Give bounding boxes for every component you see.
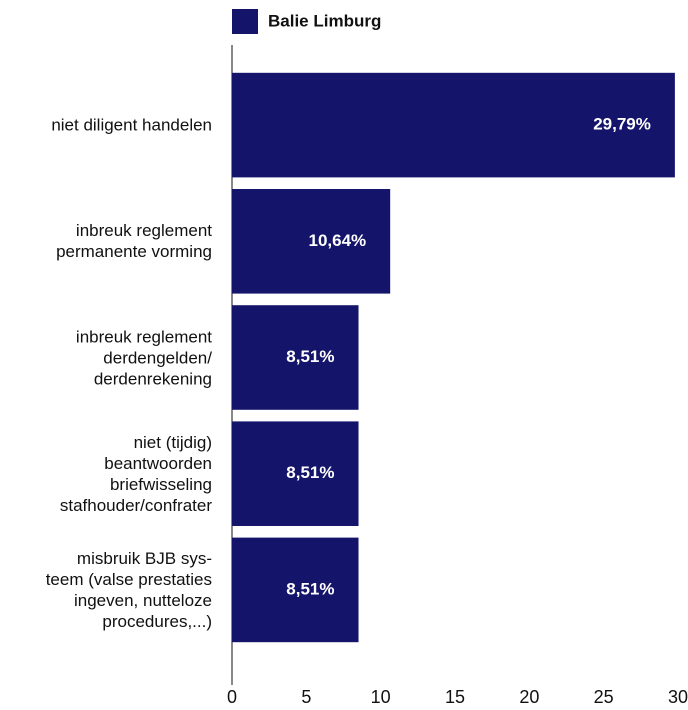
x-tick-label: 0	[227, 687, 237, 707]
value-label: 8,51%	[286, 463, 334, 482]
category-label: inbreuk reglement derdengelden/ derdenre…	[75, 327, 212, 388]
value-label: 10,64%	[309, 231, 367, 250]
bar	[232, 72, 675, 178]
bar	[232, 305, 359, 410]
value-label: 8,51%	[286, 579, 334, 598]
category-label: misbruik BJB sys- teem (valse prestaties…	[45, 548, 212, 631]
bar	[232, 189, 391, 294]
x-tick-label: 15	[445, 687, 465, 707]
x-tick-label: 30	[668, 687, 688, 707]
category-label: inbreuk reglement permanente vorming	[56, 221, 212, 262]
category-label: niet diligent handelen	[51, 115, 212, 135]
x-tick-label: 20	[519, 687, 539, 707]
bar	[232, 537, 359, 643]
category-label: niet (tijdig) beantwoorden briefwisselin…	[59, 432, 212, 515]
x-tick-label: 25	[594, 687, 614, 707]
legend-label: Balie Limburg	[268, 11, 381, 30]
x-tick-label: 5	[301, 687, 311, 707]
value-label: 29,79%	[593, 115, 651, 134]
bar	[232, 421, 359, 526]
value-label: 8,51%	[286, 347, 334, 366]
legend-swatch	[232, 9, 258, 34]
x-tick-label: 10	[371, 687, 391, 707]
